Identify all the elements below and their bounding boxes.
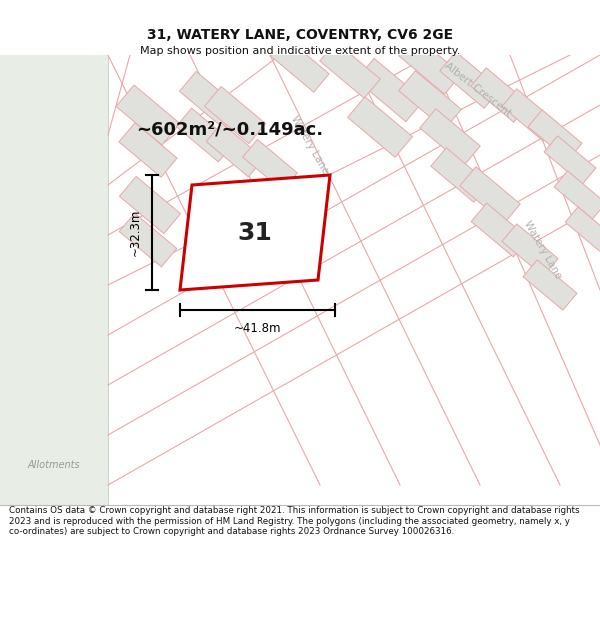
Polygon shape (320, 42, 380, 98)
Polygon shape (206, 123, 264, 177)
Polygon shape (544, 136, 596, 184)
Polygon shape (554, 171, 600, 219)
Polygon shape (356, 58, 424, 122)
Polygon shape (471, 68, 529, 122)
Text: 31: 31 (238, 221, 272, 244)
Polygon shape (502, 224, 558, 276)
Text: Watery Lane: Watery Lane (289, 114, 331, 176)
Polygon shape (528, 110, 582, 160)
Polygon shape (398, 71, 461, 129)
Polygon shape (205, 86, 266, 144)
Polygon shape (119, 122, 177, 177)
Polygon shape (116, 85, 180, 145)
Text: 31, WATERY LANE, COVENTRY, CV6 2GE: 31, WATERY LANE, COVENTRY, CV6 2GE (147, 28, 453, 42)
Polygon shape (471, 203, 529, 257)
Polygon shape (398, 36, 461, 94)
Polygon shape (347, 97, 412, 158)
Polygon shape (176, 108, 234, 162)
Text: ~32.3m: ~32.3m (129, 209, 142, 256)
Polygon shape (0, 55, 108, 505)
Polygon shape (565, 207, 600, 253)
Polygon shape (180, 175, 330, 290)
Polygon shape (242, 139, 298, 191)
Polygon shape (523, 260, 577, 310)
Polygon shape (119, 213, 177, 267)
Polygon shape (440, 52, 500, 108)
Text: ~602m²/~0.149ac.: ~602m²/~0.149ac. (136, 121, 323, 139)
Polygon shape (179, 71, 241, 129)
Text: Allotments: Allotments (28, 460, 80, 470)
Polygon shape (271, 38, 329, 92)
Polygon shape (119, 176, 181, 234)
Polygon shape (431, 148, 489, 202)
Text: ~41.8m: ~41.8m (234, 322, 281, 335)
Polygon shape (502, 89, 558, 141)
Text: Contains OS data © Crown copyright and database right 2021. This information is : Contains OS data © Crown copyright and d… (9, 506, 580, 536)
Polygon shape (460, 167, 520, 223)
Text: Watery Lane: Watery Lane (523, 219, 563, 281)
Polygon shape (420, 109, 480, 165)
Text: Albert Crescent: Albert Crescent (443, 61, 513, 119)
Text: Map shows position and indicative extent of the property.: Map shows position and indicative extent… (140, 46, 460, 56)
